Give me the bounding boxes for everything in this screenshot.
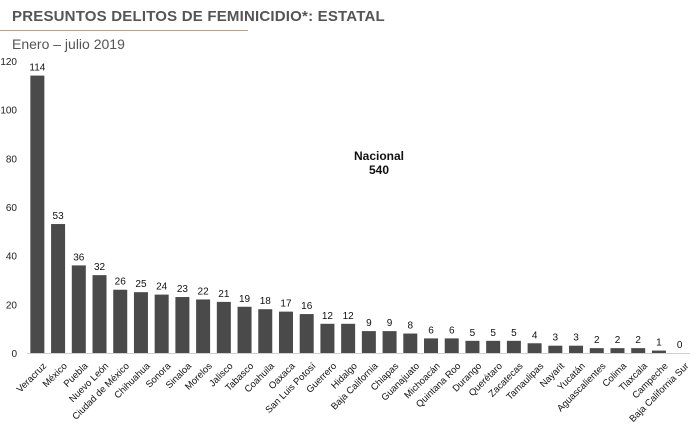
bar <box>444 338 459 353</box>
data-label: 5 <box>490 328 496 339</box>
chart-subtitle: Enero – julio 2019 <box>12 36 125 52</box>
bar <box>486 340 501 353</box>
bar <box>589 348 604 353</box>
data-label: 36 <box>73 252 85 263</box>
data-label: 16 <box>301 301 313 312</box>
data-label: 2 <box>635 335 641 346</box>
bar <box>71 265 86 353</box>
data-label: 25 <box>135 279 147 290</box>
bar <box>465 340 480 353</box>
data-label: 2 <box>615 335 621 346</box>
data-label: 8 <box>408 321 414 332</box>
bar <box>631 348 646 353</box>
bar <box>258 309 273 353</box>
chart-title: PRESUNTOS DELITOS DE FEMINICIDIO*: ESTAT… <box>12 8 385 25</box>
data-label: 24 <box>156 282 168 293</box>
y-tick-label: 120 <box>0 57 17 68</box>
y-tick-label: 20 <box>6 300 18 311</box>
bar <box>403 333 418 353</box>
bar <box>651 350 666 353</box>
y-tick-label: 60 <box>6 203 18 214</box>
national-total-value: 540 <box>368 163 390 177</box>
bar <box>341 323 356 353</box>
data-label: 0 <box>677 340 683 351</box>
data-label: 53 <box>53 211 65 222</box>
data-label: 22 <box>198 286 210 297</box>
bar <box>278 311 293 353</box>
y-tick-label: 40 <box>6 252 18 263</box>
bar <box>299 314 314 353</box>
data-label: 2 <box>594 335 600 346</box>
bar <box>154 294 169 353</box>
data-label: 21 <box>218 289 230 300</box>
bar <box>527 343 542 353</box>
data-label: 23 <box>177 284 189 295</box>
bar <box>610 348 625 353</box>
bar <box>30 75 45 353</box>
data-label: 4 <box>532 330 538 341</box>
data-label: 5 <box>511 328 517 339</box>
y-tick-label: 80 <box>6 154 18 165</box>
data-label: 12 <box>322 311 334 322</box>
bar <box>361 331 376 353</box>
bar <box>175 297 190 353</box>
data-label: 3 <box>573 333 579 344</box>
bar <box>548 345 563 353</box>
national-total-annotation: Nacional 540 <box>339 149 419 177</box>
bar <box>92 275 107 353</box>
data-label: 5 <box>470 328 476 339</box>
title-underline <box>0 30 248 31</box>
bar <box>216 301 231 353</box>
bar <box>382 331 397 353</box>
data-label: 1 <box>656 338 662 349</box>
data-label: 6 <box>449 325 455 336</box>
data-label: 18 <box>260 296 272 307</box>
national-total-label: Nacional <box>353 149 404 163</box>
data-label: 6 <box>428 325 434 336</box>
bar <box>569 345 584 353</box>
bar <box>506 340 521 353</box>
bar <box>51 224 66 353</box>
bar <box>237 306 252 353</box>
data-label: 32 <box>94 262 106 273</box>
bar <box>320 323 335 353</box>
data-label: 114 <box>29 63 45 74</box>
data-label: 17 <box>280 299 292 310</box>
data-label: 3 <box>553 333 559 344</box>
data-label: 19 <box>239 294 251 305</box>
y-tick-label: 100 <box>0 106 17 117</box>
bar <box>196 299 211 353</box>
bar <box>133 292 148 353</box>
data-label: 12 <box>343 311 355 322</box>
data-label: 9 <box>366 318 372 329</box>
bar <box>424 338 439 353</box>
data-label: 9 <box>387 318 393 329</box>
bar <box>113 289 128 353</box>
y-tick-label: 0 <box>11 349 17 360</box>
data-label: 26 <box>115 277 127 288</box>
